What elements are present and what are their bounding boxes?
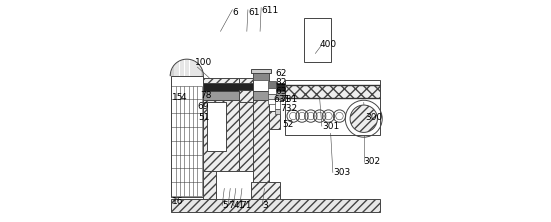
- Text: 5: 5: [222, 201, 228, 210]
- Text: 6: 6: [233, 8, 238, 17]
- Bar: [285, 85, 380, 98]
- Bar: [253, 73, 269, 199]
- Text: 400: 400: [320, 40, 337, 49]
- Bar: [253, 72, 269, 91]
- Text: 69: 69: [198, 102, 209, 111]
- Text: 82: 82: [275, 78, 287, 87]
- Bar: [268, 94, 276, 99]
- Text: 3: 3: [262, 201, 268, 210]
- Bar: [203, 78, 239, 170]
- Text: 732: 732: [280, 104, 297, 113]
- Text: 41: 41: [234, 201, 245, 210]
- Bar: [171, 199, 380, 212]
- Bar: [203, 83, 285, 91]
- Text: 631: 631: [273, 95, 290, 105]
- Bar: [268, 88, 276, 94]
- Text: 78: 78: [200, 91, 212, 100]
- Text: 61: 61: [248, 8, 260, 17]
- Bar: [203, 170, 216, 199]
- Bar: [268, 99, 276, 104]
- Bar: [253, 72, 269, 80]
- Bar: [251, 182, 280, 199]
- Bar: [239, 90, 253, 102]
- Text: 51: 51: [198, 113, 209, 122]
- Text: 4: 4: [180, 93, 186, 102]
- Text: 300: 300: [365, 113, 382, 122]
- Text: 100: 100: [195, 58, 212, 67]
- Bar: [239, 78, 259, 170]
- Bar: [207, 102, 226, 151]
- Text: 302: 302: [364, 157, 381, 166]
- Bar: [275, 99, 280, 109]
- Text: 611: 611: [261, 6, 278, 15]
- Bar: [268, 81, 276, 88]
- Text: 63: 63: [275, 87, 287, 96]
- Text: 7: 7: [228, 201, 234, 210]
- Bar: [203, 91, 285, 100]
- Text: 15: 15: [172, 93, 183, 102]
- Text: 16: 16: [172, 197, 183, 206]
- Bar: [171, 76, 203, 197]
- Text: 731: 731: [280, 95, 297, 105]
- Bar: [251, 69, 271, 73]
- Text: 303: 303: [333, 168, 350, 177]
- Bar: [275, 109, 280, 114]
- Bar: [285, 80, 380, 135]
- Bar: [269, 111, 280, 129]
- Bar: [304, 18, 331, 62]
- Text: 52: 52: [282, 120, 294, 129]
- Text: 301: 301: [322, 122, 339, 131]
- Circle shape: [350, 105, 377, 132]
- Text: 62: 62: [275, 69, 287, 78]
- Text: 71: 71: [240, 201, 251, 210]
